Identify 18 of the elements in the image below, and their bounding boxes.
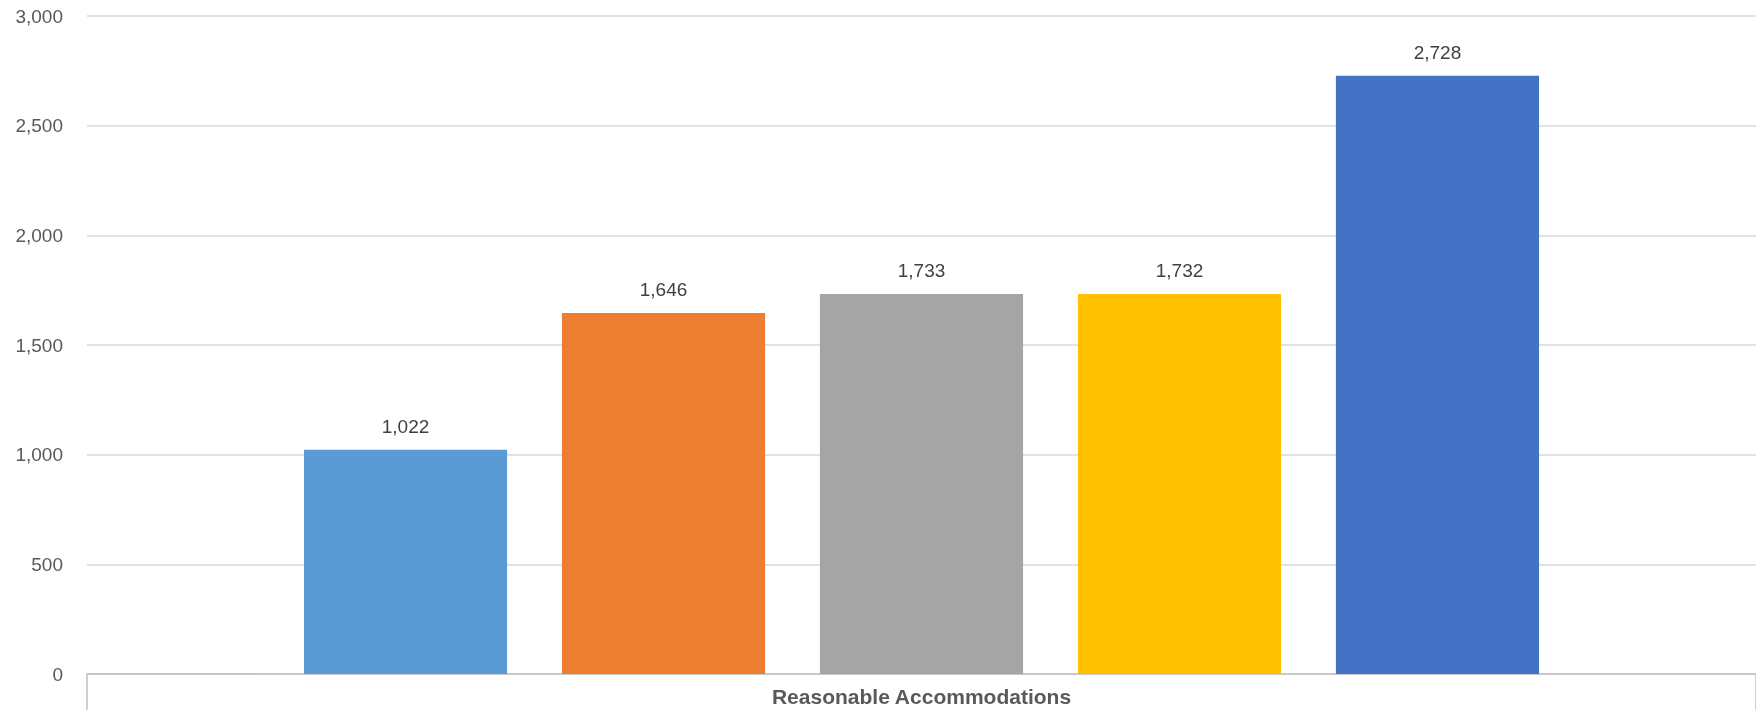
y-tick-label: 500 <box>31 553 63 575</box>
y-tick-label: 0 <box>52 663 63 685</box>
data-label: 1,733 <box>897 259 946 281</box>
bar <box>1335 75 1540 674</box>
data-label: 1,022 <box>381 415 430 437</box>
data-label: 2,728 <box>1413 41 1462 63</box>
bar <box>819 293 1024 674</box>
bar <box>303 449 508 674</box>
y-tick-label: 1,500 <box>15 334 63 356</box>
bar <box>1077 294 1282 674</box>
x-tick-label: Reasonable Accommodations <box>771 685 1072 708</box>
bar <box>561 312 766 674</box>
data-label: 1,732 <box>1155 260 1204 282</box>
y-tick-label: 2,500 <box>15 115 63 137</box>
y-tick-label: 3,000 <box>15 5 63 27</box>
y-tick-label: 1,000 <box>15 444 63 466</box>
data-label: 1,646 <box>639 278 688 300</box>
y-tick-label: 2,000 <box>15 224 63 246</box>
